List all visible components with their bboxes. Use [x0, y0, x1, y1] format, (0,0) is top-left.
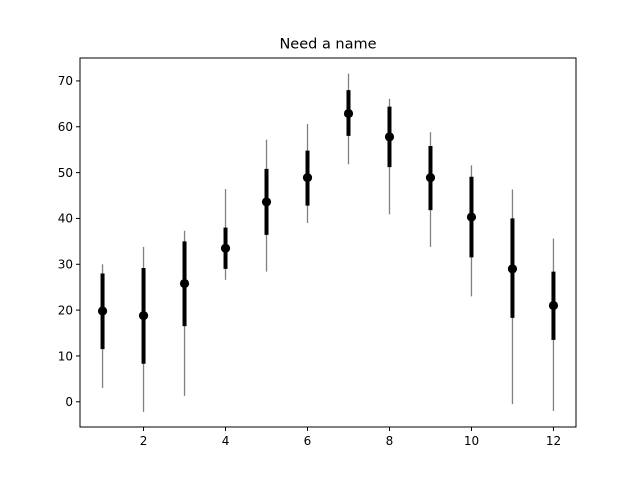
- data-point-7: [343, 108, 354, 119]
- x-tick-label-4: 4: [222, 434, 230, 448]
- data-point-2: [138, 311, 149, 321]
- y-tick-label-70: 70: [58, 74, 73, 88]
- axes: 2 4 6 8 10 12 0 10 20 30 40 50 60 70: [58, 74, 561, 448]
- y-tick-label-50: 50: [58, 166, 73, 180]
- y-tick-label-40: 40: [58, 212, 73, 226]
- data-point-8: [384, 132, 395, 142]
- data-point-1: [97, 306, 108, 316]
- data-point-3: [179, 278, 190, 289]
- y-tick-label-10: 10: [58, 349, 73, 363]
- x-tick-label-2: 2: [140, 434, 148, 448]
- y-tick-label-60: 60: [58, 120, 73, 134]
- data-point-5: [261, 197, 272, 207]
- chart-title: Need a name: [279, 37, 376, 53]
- x-tick-label-12: 12: [546, 434, 561, 448]
- x-tick-label-10: 10: [464, 434, 479, 448]
- data-point-11: [507, 264, 518, 274]
- data-point-9: [425, 173, 436, 183]
- data-point-12: [548, 300, 559, 311]
- y-tick-label-30: 30: [58, 258, 73, 272]
- data-point-4: [220, 243, 231, 253]
- plot-area: [97, 73, 559, 412]
- data-point-6: [302, 173, 313, 183]
- data-point-10: [466, 212, 477, 222]
- x-tick-label-8: 8: [386, 434, 394, 448]
- y-tick-label-0: 0: [65, 395, 73, 409]
- x-tick-label-6: 6: [304, 434, 312, 448]
- y-tick-label-20: 20: [58, 303, 73, 317]
- plot-frame: [79, 57, 577, 428]
